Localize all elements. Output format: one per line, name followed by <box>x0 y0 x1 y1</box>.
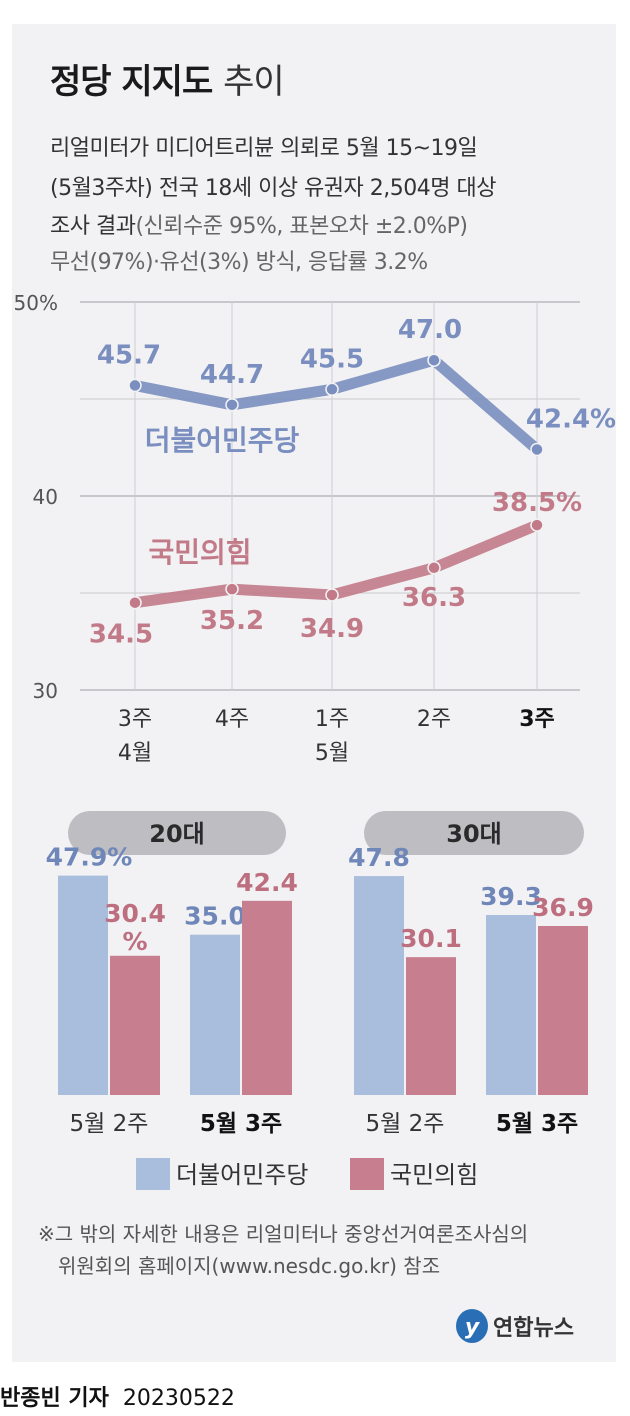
data-label: 30.1 <box>400 924 462 953</box>
chart-title-20s: 20대 <box>149 820 204 848</box>
data-label: 34.9 <box>300 614 364 644</box>
byline: 반종빈 기자 20230522 <box>0 1380 235 1412</box>
x-tick-label: 2주 <box>417 707 451 732</box>
bar-category-label: 5월 2주 <box>366 1111 445 1137</box>
data-point <box>225 398 239 412</box>
data-label-unit: % <box>122 927 147 956</box>
bar-category-label: 5월 3주 <box>496 1111 578 1137</box>
chart-header-pill <box>364 811 584 855</box>
data-point <box>427 561 441 575</box>
note-line-1: ※그 밖의 자세한 내용은 리얼미터나 중앙선거여론조사심의 <box>38 1222 528 1246</box>
subtitle-line-3: 조사 결과(신뢰수준 95%, 표본오차 ±2.0%P) <box>50 214 468 239</box>
x-tick-label-month: 4월 <box>118 741 152 766</box>
bar <box>190 934 240 1095</box>
data-label: 39.3 <box>480 882 542 911</box>
logo-icon <box>456 1309 488 1343</box>
y-tick-label: 30 <box>33 679 58 703</box>
data-label: 45.7 <box>97 340 161 370</box>
data-point <box>427 353 441 367</box>
bar-category-label: 5월 3주 <box>200 1111 282 1137</box>
data-label: 38.5% <box>492 488 582 518</box>
data-label: 44.7 <box>200 360 264 390</box>
data-point <box>225 582 239 596</box>
data-point <box>128 595 142 610</box>
chart-title-30s: 30대 <box>446 820 501 848</box>
page-title: 정당 지지도 추이 <box>50 62 285 102</box>
bar <box>538 925 588 1095</box>
data-point <box>325 382 339 397</box>
data-label: 36.3 <box>402 583 466 613</box>
series-label-ppp: 국민의힘 <box>148 536 251 569</box>
data-label: 45.5 <box>300 344 364 374</box>
bar <box>58 875 108 1095</box>
publish-date: 20230522 <box>122 1386 235 1411</box>
data-label: 47.0 <box>398 315 462 345</box>
logo-mark: y <box>465 1315 481 1340</box>
y-tick-label: 40 <box>33 485 58 509</box>
data-label: 42.4% <box>526 404 616 434</box>
subtitle-line-2: (5월3주차) 전국 18세 이상 유권자 2,504명 대상 <box>50 176 496 201</box>
data-label: 35.0 <box>184 902 246 931</box>
subtitle-method: 무선(97%)·유선(3%) 방식, 응답률 3.2% <box>50 250 428 275</box>
subtitle-line-1: 리얼미터가 미디어트리뷴 의뢰로 5월 15~19일 <box>50 136 478 161</box>
logo-text: 연합뉴스 <box>493 1315 574 1341</box>
x-tick-label: 3주 <box>519 707 555 732</box>
bar <box>110 955 160 1095</box>
bar <box>354 876 404 1095</box>
legend-swatch-democratic <box>136 1158 170 1190</box>
data-point <box>128 378 142 393</box>
infographic-panel <box>12 24 616 1362</box>
y-tick-label: 50% <box>14 291 58 315</box>
bar <box>242 900 292 1095</box>
x-tick-label: 1주 <box>315 707 349 732</box>
bar-category-label: 5월 2주 <box>70 1111 149 1137</box>
x-tick-label: 3주 <box>118 707 152 732</box>
data-point <box>530 442 544 457</box>
reporter-name: 반종빈 기자 <box>0 1386 109 1411</box>
bar <box>406 957 456 1095</box>
data-label: 30.4 <box>104 899 166 928</box>
data-label: 35.2 <box>200 606 264 636</box>
data-label: 47.9% <box>46 843 133 872</box>
series-label-democratic: 더불어민주당 <box>145 424 300 457</box>
x-tick-label: 4주 <box>215 707 249 732</box>
note-line-2: 위원회의 홈페이지(www.nesdc.go.kr) 참조 <box>58 1254 440 1278</box>
legend-swatch-ppp <box>350 1158 384 1190</box>
legend-label-democratic: 더불어민주당 <box>176 1161 308 1189</box>
data-point <box>530 518 544 532</box>
chart-header-pill <box>68 811 286 855</box>
data-label: 42.4 <box>236 868 298 897</box>
data-label: 36.9 <box>532 893 594 922</box>
data-point <box>325 588 339 602</box>
data-label: 34.5 <box>89 620 153 650</box>
data-label: 47.8 <box>348 843 410 872</box>
legend-label-ppp: 국민의힘 <box>390 1161 478 1189</box>
bar <box>486 915 536 1095</box>
x-tick-label-month: 5월 <box>315 741 349 766</box>
